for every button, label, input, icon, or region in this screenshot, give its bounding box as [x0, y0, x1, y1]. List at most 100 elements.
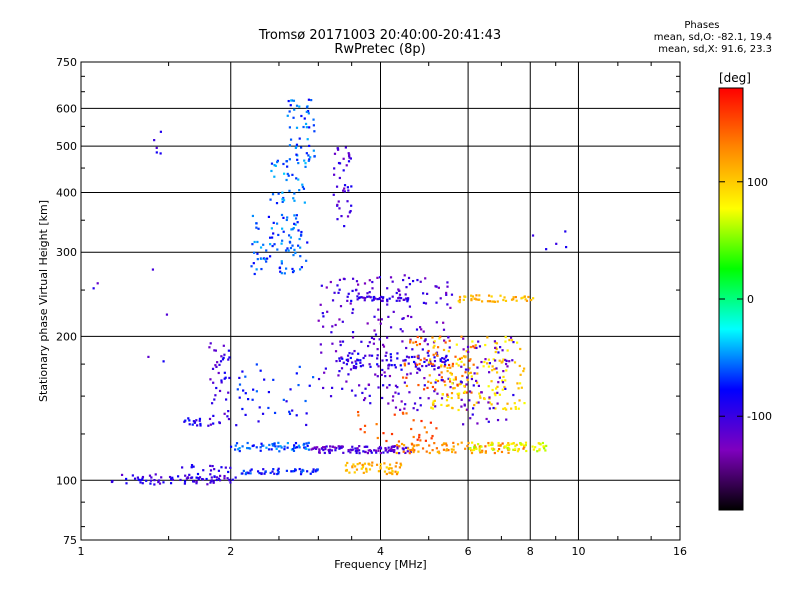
- data-point: [417, 367, 420, 370]
- data-point: [347, 189, 350, 192]
- colorbar-unit-label: [deg]: [719, 71, 751, 85]
- data-point: [475, 447, 478, 450]
- data-point: [421, 348, 424, 351]
- data-point: [506, 349, 509, 352]
- data-point: [494, 394, 497, 397]
- data-point: [515, 443, 518, 446]
- data-point: [226, 477, 229, 480]
- data-point: [256, 240, 259, 244]
- data-point: [212, 422, 215, 425]
- data-point: [214, 394, 217, 397]
- data-point: [433, 368, 436, 371]
- data-point: [305, 110, 308, 113]
- data-point: [218, 389, 222, 393]
- data-point: [515, 299, 518, 302]
- data-point: [270, 169, 273, 173]
- data-point: [445, 354, 448, 357]
- data-point: [242, 469, 245, 472]
- data-point: [259, 246, 263, 249]
- data-point: [377, 447, 380, 450]
- data-point: [381, 343, 385, 346]
- data-point: [411, 279, 415, 283]
- data-point: [423, 357, 426, 360]
- data-point: [302, 125, 305, 129]
- data-point: [512, 341, 515, 344]
- data-point: [510, 339, 514, 342]
- data-point: [358, 384, 361, 387]
- data-point: [564, 230, 567, 233]
- data-point: [514, 406, 517, 409]
- data-point: [516, 450, 520, 453]
- data-point: [403, 364, 407, 367]
- data-point: [462, 355, 466, 358]
- data-point: [238, 396, 241, 399]
- data-point: [181, 466, 184, 469]
- data-point: [347, 373, 350, 376]
- data-point: [395, 461, 398, 465]
- phase-stats: Phases mean, sd,O: -82.1, 19.4 mean, sd,…: [654, 20, 772, 56]
- data-point: [499, 346, 502, 349]
- data-point: [416, 408, 419, 412]
- data-point: [234, 444, 237, 447]
- data-point: [377, 318, 380, 321]
- data-point: [407, 356, 411, 359]
- data-point: [234, 476, 237, 479]
- data-point: [272, 444, 276, 447]
- data-point: [227, 470, 230, 474]
- data-point: [280, 262, 283, 265]
- data-point: [527, 295, 530, 299]
- data-point: [176, 475, 180, 478]
- data-point: [216, 361, 219, 364]
- data-point: [354, 360, 357, 363]
- data-point: [370, 354, 374, 357]
- data-point: [512, 298, 515, 301]
- data-point: [448, 380, 452, 383]
- data-point: [490, 295, 493, 298]
- data-point: [331, 445, 335, 448]
- data-point: [293, 199, 296, 202]
- data-point: [275, 222, 279, 225]
- data-point: [355, 468, 359, 471]
- data-point: [298, 237, 301, 241]
- data-point: [250, 265, 253, 268]
- data-point: [323, 445, 327, 449]
- data-point: [418, 362, 421, 366]
- data-point: [441, 357, 444, 360]
- data-point: [492, 406, 495, 410]
- data-point: [523, 444, 526, 447]
- data-point: [285, 160, 288, 163]
- data-point: [333, 173, 336, 176]
- data-point: [350, 389, 354, 392]
- data-point: [522, 447, 525, 450]
- data-point: [402, 317, 405, 320]
- data-point: [410, 355, 414, 359]
- data-point: [407, 297, 410, 300]
- data-point: [309, 156, 312, 159]
- data-point: [383, 371, 386, 374]
- data-point: [513, 361, 517, 364]
- data-point: [368, 449, 372, 452]
- data-point: [431, 364, 434, 368]
- data-point: [373, 329, 376, 332]
- data-point: [217, 477, 221, 480]
- data-point: [447, 350, 450, 353]
- data-point: [419, 280, 422, 283]
- data-point: [511, 359, 514, 362]
- data-point: [281, 239, 284, 242]
- data-point: [229, 481, 232, 484]
- data-point: [214, 349, 218, 352]
- data-point: [466, 376, 469, 379]
- data-point: [351, 308, 355, 311]
- data-point: [424, 302, 428, 305]
- data-point: [288, 412, 292, 416]
- data-point: [282, 216, 285, 219]
- data-point: [394, 384, 398, 387]
- data-point: [463, 390, 467, 393]
- data-point: [278, 266, 282, 269]
- data-point: [282, 162, 285, 166]
- data-point: [369, 365, 372, 368]
- data-point: [523, 367, 526, 370]
- data-point: [449, 385, 452, 389]
- data-point: [215, 386, 218, 390]
- data-point: [422, 388, 426, 391]
